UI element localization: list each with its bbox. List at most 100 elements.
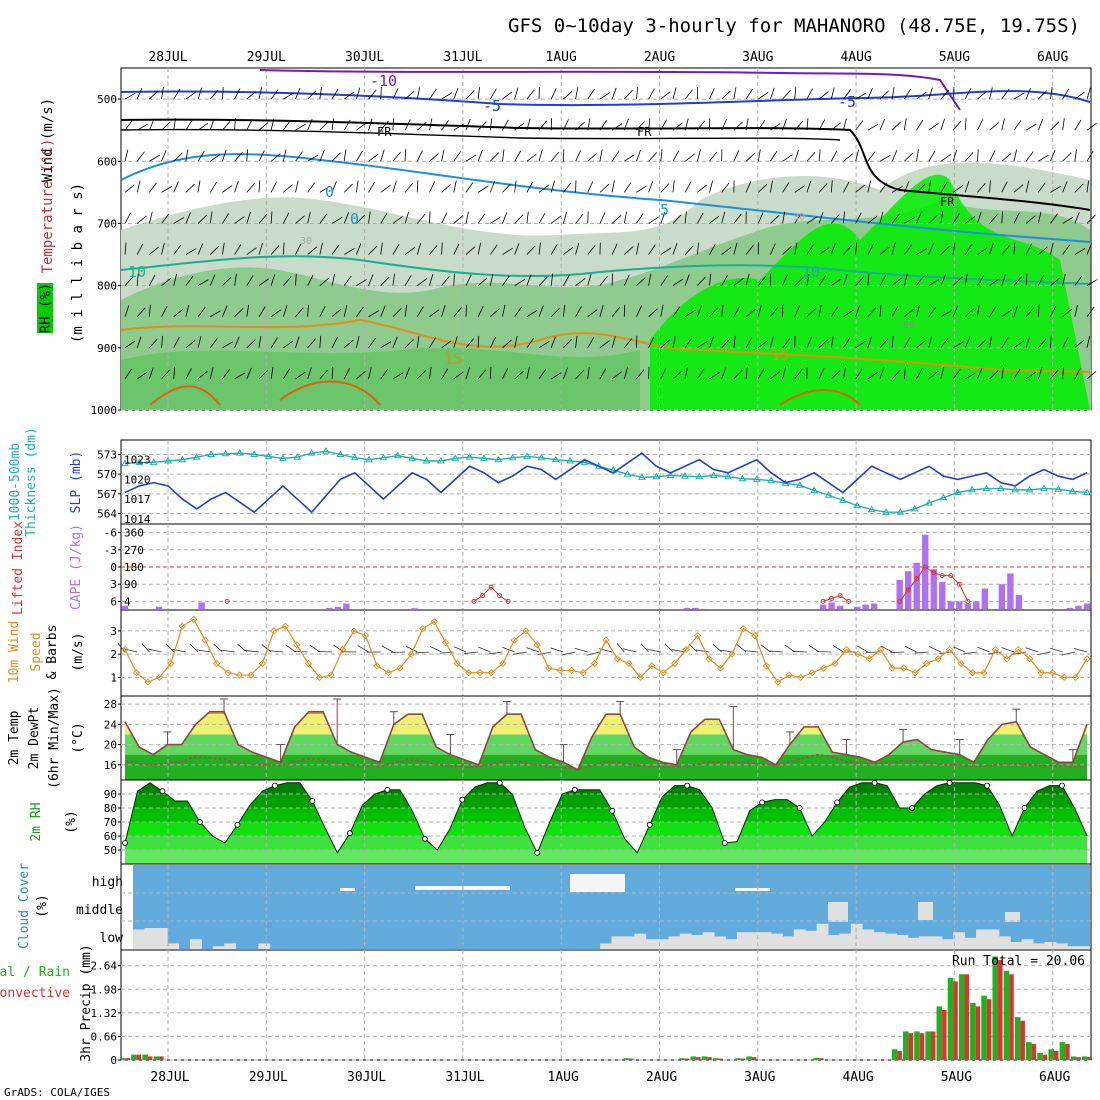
wind-barb: [1062, 216, 1074, 224]
precip-total-bar: [970, 1002, 976, 1060]
wind-barb: [782, 338, 791, 349]
wind-barb: [319, 87, 322, 100]
wind-barb: [392, 180, 397, 193]
wind-barb: [307, 274, 314, 286]
wind-barb: [319, 305, 326, 317]
wind-barb-10m: [832, 645, 844, 653]
wind-barb: [343, 248, 355, 255]
wind-barb-10m: [623, 648, 637, 653]
wind-barb: [696, 368, 705, 380]
wind-barb: [1038, 246, 1048, 255]
contour-10: [120, 255, 1091, 285]
li-point: [837, 593, 843, 599]
date-label-top: 3AUG: [742, 50, 773, 65]
wind-barb: [940, 274, 946, 286]
cloud-fill: [133, 874, 1091, 949]
wind-barb-10m: [429, 646, 442, 653]
li-segment: [822, 595, 849, 602]
wind-barb: [891, 150, 898, 162]
precip-total-bar: [958, 974, 965, 1060]
wind-barb-10m: [963, 651, 978, 655]
cloud-low-bar: [816, 923, 829, 949]
wind-barb: [514, 214, 524, 224]
chart-title: GFS 0~10day 3-hourly for MAHANORO (48.75…: [508, 15, 1080, 37]
wind-barb: [343, 183, 353, 193]
rh-point: [1021, 805, 1028, 811]
date-label-top: 31JUL: [443, 50, 482, 65]
wind-speed-point: [178, 622, 186, 630]
wind-barb: [368, 153, 379, 162]
wind-barb: [916, 275, 925, 286]
wind-barb: [270, 181, 277, 193]
cape-tick-label: 360: [124, 527, 144, 540]
wind-barb: [891, 242, 896, 255]
wind-barb: [733, 306, 741, 317]
cloud-low-bar: [144, 928, 157, 949]
cloud-mid-patch: [1005, 912, 1020, 922]
cloud-low-bar: [930, 936, 943, 949]
precip-total-bar: [936, 1006, 943, 1060]
rh-point: [571, 786, 578, 793]
wind-barb: [283, 340, 294, 349]
wind-barb: [855, 149, 859, 162]
wind-speed-point: [258, 659, 267, 668]
wind-barb: [222, 120, 231, 131]
li-point: [497, 593, 503, 599]
pressure-axis: 500 600 700 800 900 1000: [91, 93, 121, 417]
wind-barb: [733, 369, 743, 380]
wind-barb: [1001, 274, 1006, 286]
wind-barb: [733, 150, 740, 162]
wind-barb: [343, 339, 354, 349]
wind-barb: [636, 121, 645, 131]
wind-barb: [1050, 369, 1059, 380]
wind-barb: [258, 278, 270, 286]
wind-barb: [964, 151, 974, 162]
wind-barb: [319, 335, 322, 348]
thickness-point: [307, 449, 316, 456]
wind-barb: [246, 149, 249, 162]
precip-total-bar: [1003, 970, 1010, 1060]
rh-point: [609, 807, 616, 814]
wind-barb: [356, 279, 367, 286]
wind-barb: [709, 273, 712, 286]
wind-barb: [709, 372, 720, 380]
wind-barb: [1025, 336, 1031, 348]
precip-convective-bar: [147, 1056, 153, 1060]
wind-barb: [514, 87, 519, 100]
upper-temperature-label: Temperature (°C): [40, 139, 56, 274]
wind-barb: [222, 185, 233, 193]
wind-barb: [806, 180, 812, 193]
cape-label: CAPE (J/kg): [69, 524, 84, 610]
wind-barb: [587, 152, 597, 162]
wind-barb: [1062, 181, 1068, 193]
wind-barb: [319, 185, 331, 193]
cloud-high-patch: [570, 874, 625, 892]
thickness-point: [839, 496, 847, 503]
wind-barb: [770, 87, 775, 100]
date-label-top: 30JUL: [345, 50, 384, 65]
y-tick-label: 0: [110, 561, 117, 574]
wind-barb: [1062, 88, 1070, 100]
wind-barb: [964, 88, 972, 100]
wind-barb: [563, 182, 572, 193]
wind-barb: [916, 91, 927, 100]
wind-barb: [903, 181, 910, 193]
precip-total-bar: [131, 1054, 137, 1060]
upper-contour-labels: -10 -5 -5 FR FR FR 0 0 5 10 10 15 15 30 …: [128, 72, 955, 368]
thickness-point: [1083, 488, 1091, 495]
wind-barb-10m: [537, 651, 552, 655]
wind-barb: [550, 151, 560, 162]
wind-barb: [331, 181, 337, 193]
wind-barb: [453, 336, 458, 348]
wind-barb: [149, 274, 156, 286]
wind-barb: [477, 335, 480, 348]
wind-barb: [1001, 153, 1012, 162]
wind-barb: [611, 180, 615, 193]
wind-barb: [307, 90, 317, 100]
wind-speed-point: [212, 659, 221, 668]
wind-barb: [209, 245, 220, 255]
date-label-bottom: 6AUG: [1039, 1070, 1070, 1085]
wind-barb: [940, 181, 948, 193]
wind-speed-point: [774, 678, 782, 686]
wind-barb: [1074, 119, 1082, 131]
